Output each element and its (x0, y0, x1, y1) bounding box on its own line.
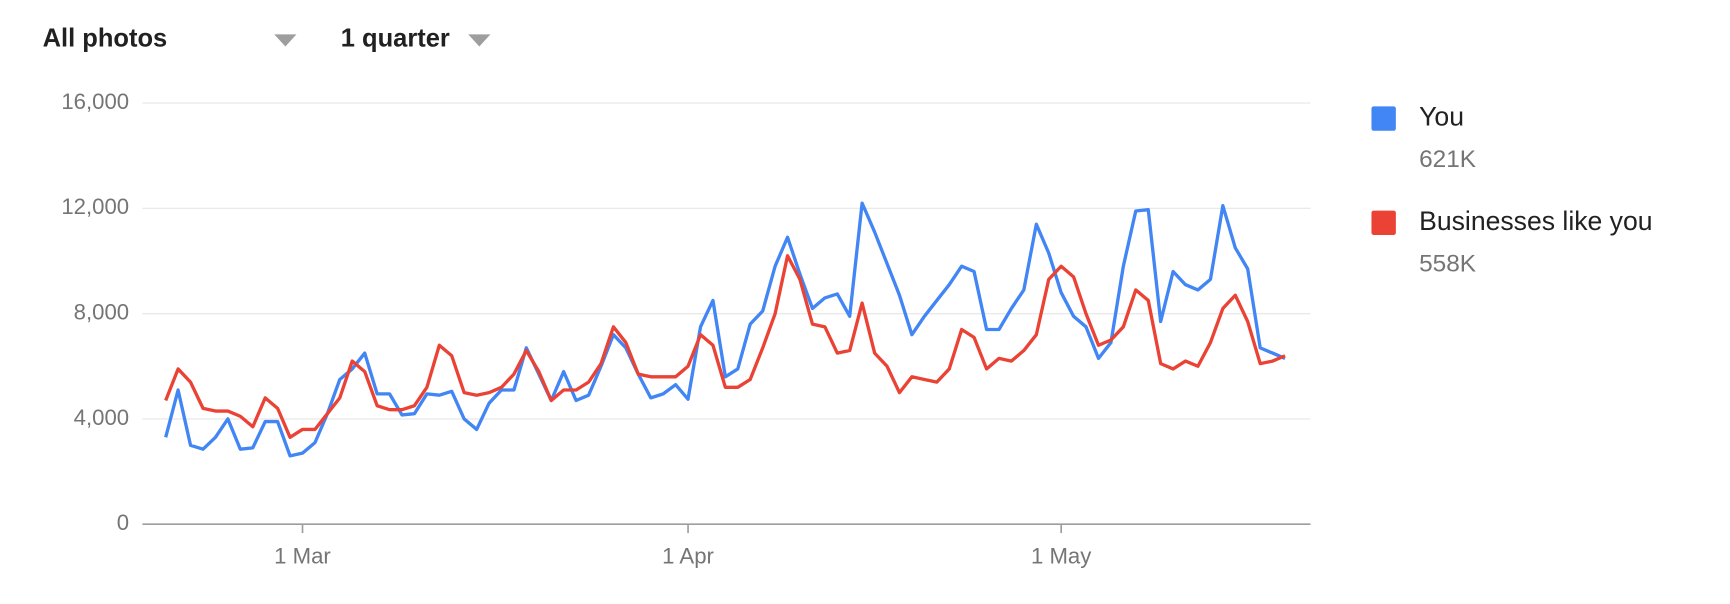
photos-dropdown[interactable]: All photos (43, 25, 297, 53)
period-dropdown[interactable]: 1 quarter (341, 25, 491, 53)
legend-swatch (1371, 106, 1396, 131)
y-tick-label: 16,000 (61, 89, 129, 114)
x-tick-label: 1 Apr (662, 543, 714, 568)
x-tick-label: 1 Mar (274, 543, 331, 568)
series-line (164, 254, 1286, 439)
x-tick-label: 1 May (1031, 543, 1092, 568)
legend-summary: 558K (1419, 250, 1476, 277)
y-tick-label: 0 (117, 510, 129, 535)
dropdown-label[interactable]: 1 quarter (341, 25, 450, 53)
dropdown-arrow[interactable] (274, 34, 297, 47)
dropdown-label[interactable]: All photos (43, 25, 168, 53)
legend-label: Businesses like you (1419, 206, 1652, 236)
legend-label: You (1419, 102, 1464, 132)
y-tick-label: 4,000 (74, 405, 129, 430)
series-line (164, 201, 1286, 458)
legend-summary: 621K (1419, 146, 1476, 173)
dropdown-arrow[interactable] (468, 34, 491, 47)
y-tick-label: 8,000 (74, 299, 129, 324)
legend-swatch (1371, 210, 1396, 235)
y-tick-label: 12,000 (61, 194, 129, 219)
